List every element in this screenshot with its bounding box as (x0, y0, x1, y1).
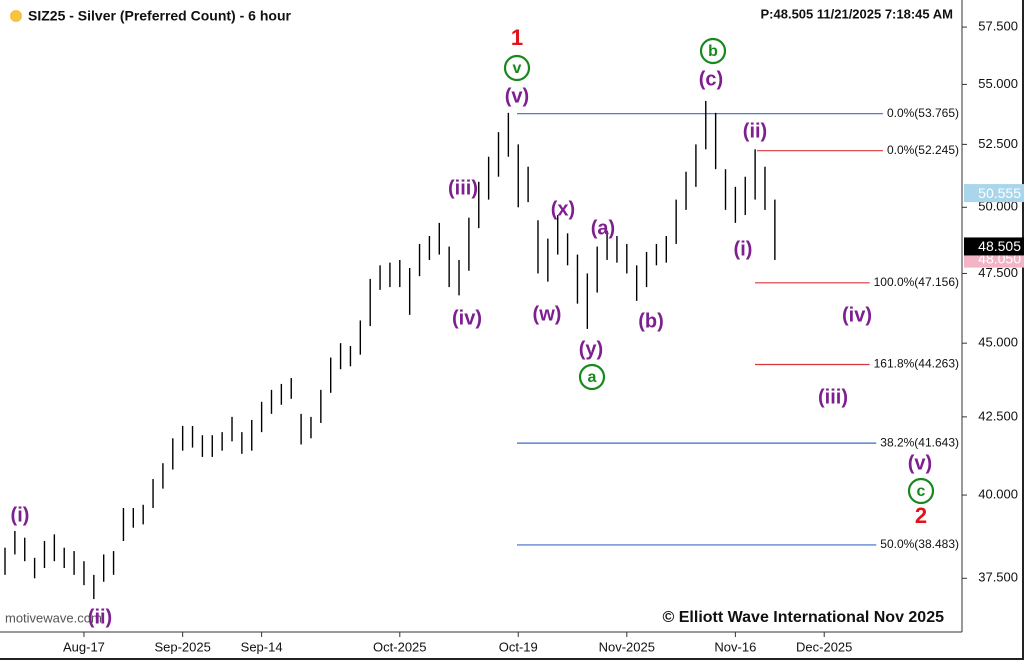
y-tick-label: 42.500 (978, 408, 1018, 423)
wave-label: (y) (579, 338, 603, 360)
wave-label: (ii) (88, 606, 112, 628)
wave-label: (iv) (452, 307, 482, 329)
y-tick-label: 47.500 (978, 265, 1018, 280)
x-tick-label: Nov-16 (714, 639, 756, 654)
x-tick-label: Sep-14 (241, 639, 283, 654)
x-tick-label: Oct-2025 (373, 639, 426, 654)
x-tick-label: Oct-19 (499, 639, 538, 654)
status-dot (10, 10, 22, 22)
y-tick-label: 40.000 (978, 486, 1018, 501)
wave-circle (699, 37, 727, 65)
status-text: P:48.505 11/21/2025 7:18:45 AM (761, 6, 954, 21)
price-tag (964, 237, 1024, 256)
fib-label: 0.0%(53.765) (887, 106, 959, 120)
wave-label: (i) (734, 238, 753, 260)
fib-label: 0.0%(52.245) (887, 143, 959, 157)
watermark: motivewave.com (5, 610, 102, 625)
wave-label: (iii) (448, 177, 478, 199)
wave-label: (iii) (818, 386, 848, 408)
x-tick-label: Dec-2025 (796, 639, 852, 654)
wave-circle (907, 477, 935, 505)
wave-label: v (513, 60, 522, 77)
wave-circle (503, 54, 531, 82)
y-tick-label: 50.000 (978, 199, 1018, 214)
y-tick-label: 57.500 (978, 19, 1018, 34)
y-tick-label: 37.500 (978, 570, 1018, 585)
wave-label: (v) (908, 452, 932, 474)
wave-label: (iv) (842, 304, 872, 326)
wave-label: 2 (915, 503, 927, 528)
wave-label: (x) (551, 198, 575, 220)
wave-label: (w) (533, 303, 562, 325)
wave-label: b (708, 43, 718, 60)
wave-label: (v) (505, 85, 529, 107)
wave-label: (c) (699, 68, 723, 90)
x-tick-label: Sep-2025 (154, 639, 210, 654)
wave-label: (i) (11, 504, 30, 526)
fib-label: 50.0%(38.483) (880, 537, 959, 551)
y-tick-label: 45.000 (978, 335, 1018, 350)
y-tick-label: 52.500 (978, 136, 1018, 151)
wave-label: a (588, 369, 597, 386)
chart-title: SIZ25 - Silver (Preferred Count) - 6 hou… (28, 8, 291, 24)
wave-label: (a) (591, 217, 615, 239)
wave-label: (ii) (743, 120, 767, 142)
wave-label: (b) (638, 310, 664, 332)
y-tick-label: 55.000 (978, 76, 1018, 91)
copyright: © Elliott Wave International Nov 2025 (663, 609, 945, 626)
x-tick-label: Aug-17 (63, 639, 105, 654)
wave-label: 1 (511, 25, 523, 50)
price-tag (964, 184, 1024, 203)
price-tag-label: 50.555 (978, 185, 1021, 201)
x-tick-label: Nov-2025 (599, 639, 655, 654)
wave-circle (578, 363, 606, 391)
fib-label: 100.0%(47.156) (874, 275, 959, 289)
price-tag-label: 48.505 (978, 238, 1021, 254)
fib-label: 38.2%(41.643) (880, 435, 959, 449)
wave-label: c (917, 483, 926, 500)
fib-label: 161.8%(44.263) (874, 357, 959, 371)
